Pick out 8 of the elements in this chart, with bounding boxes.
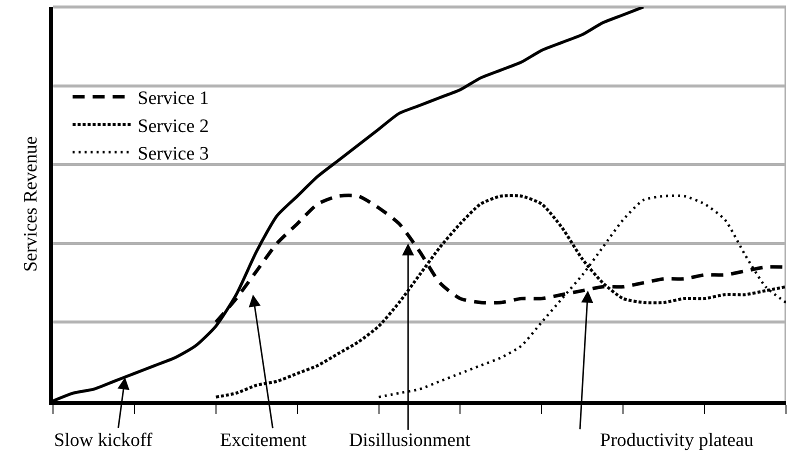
text: Slow kickoff [54,430,154,451]
text: Excitement [220,430,308,451]
text: Disillusionment [349,430,472,451]
legend-label: Service 2 [138,116,209,137]
legend-label: Service 1 [138,88,209,110]
text: Productivity plateau [600,430,754,451]
y-axis-title: Services Revenue [20,136,42,272]
legend-label: Service 3 [138,144,209,165]
